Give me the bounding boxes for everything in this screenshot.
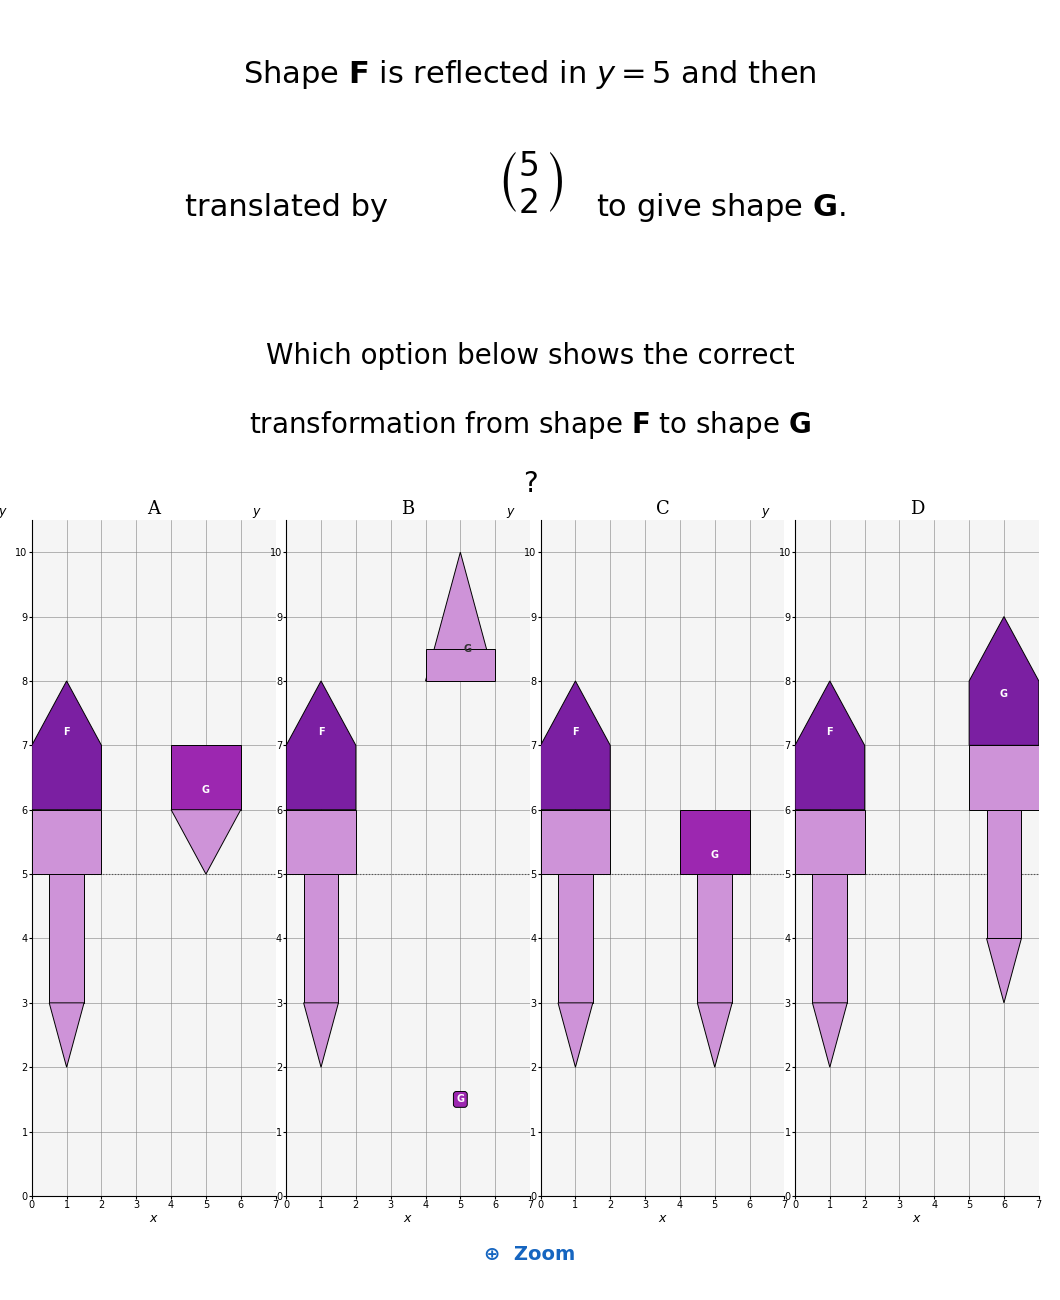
Polygon shape (812, 874, 847, 1002)
Polygon shape (558, 874, 593, 1002)
Polygon shape (303, 874, 338, 1002)
Y-axis label: $y$: $y$ (0, 506, 7, 520)
X-axis label: $x$: $x$ (148, 1212, 159, 1225)
Text: G: G (202, 785, 210, 796)
Polygon shape (969, 745, 1039, 810)
Polygon shape (679, 810, 749, 874)
X-axis label: $x$: $x$ (403, 1212, 413, 1225)
Polygon shape (49, 874, 84, 1002)
Text: translated by: translated by (184, 192, 388, 222)
Polygon shape (32, 810, 102, 874)
Polygon shape (32, 681, 102, 810)
Text: F: F (827, 728, 833, 737)
Polygon shape (987, 939, 1022, 1002)
X-axis label: $x$: $x$ (657, 1212, 668, 1225)
Text: G: G (457, 1095, 464, 1105)
Polygon shape (812, 1002, 847, 1067)
Polygon shape (425, 552, 495, 681)
Text: Shape $\mathbf{F}$ is reflected in $y = 5$ and then: Shape $\mathbf{F}$ is reflected in $y = … (243, 57, 817, 91)
Title: B: B (402, 500, 414, 519)
Y-axis label: $y$: $y$ (761, 506, 771, 520)
Title: A: A (147, 500, 160, 519)
Y-axis label: $y$: $y$ (507, 506, 516, 520)
Polygon shape (697, 1002, 732, 1067)
Polygon shape (171, 810, 241, 874)
Text: $\binom{5}{2}$: $\binom{5}{2}$ (496, 150, 564, 216)
Polygon shape (303, 1002, 338, 1067)
Polygon shape (425, 649, 495, 681)
Polygon shape (49, 1002, 84, 1067)
Polygon shape (795, 681, 865, 810)
Text: transformation from shape $\mathbf{F}$ to shape $\mathbf{G}$: transformation from shape $\mathbf{F}$ t… (249, 408, 811, 441)
Y-axis label: $y$: $y$ (252, 506, 262, 520)
Polygon shape (558, 1002, 593, 1067)
Polygon shape (795, 810, 865, 874)
Text: ⊕  Zoom: ⊕ Zoom (484, 1245, 576, 1264)
Polygon shape (541, 681, 611, 810)
Text: G: G (711, 850, 719, 859)
Text: Which option below shows the correct: Which option below shows the correct (266, 342, 794, 369)
X-axis label: $x$: $x$ (912, 1212, 922, 1225)
Text: F: F (572, 728, 579, 737)
Polygon shape (286, 810, 356, 874)
Text: ?: ? (523, 471, 537, 498)
Polygon shape (987, 810, 1022, 939)
Text: F: F (64, 728, 70, 737)
Polygon shape (541, 810, 611, 874)
Text: F: F (318, 728, 324, 737)
Polygon shape (286, 681, 356, 810)
Polygon shape (697, 874, 732, 1002)
Text: G: G (1000, 689, 1008, 699)
Text: to give shape $\mathbf{G}$.: to give shape $\mathbf{G}$. (596, 191, 846, 224)
Title: D: D (909, 500, 924, 519)
Polygon shape (171, 745, 241, 810)
Title: C: C (656, 500, 669, 519)
Polygon shape (969, 616, 1039, 745)
Text: G: G (463, 644, 472, 654)
